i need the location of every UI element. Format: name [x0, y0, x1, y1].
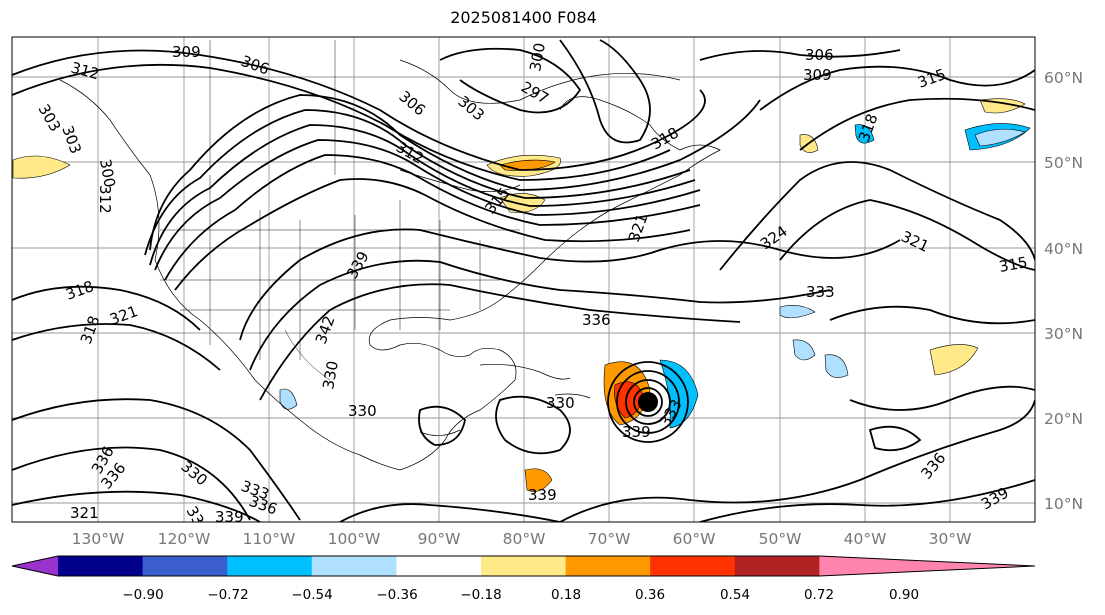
colorbar-tick-label: −0.72	[207, 587, 248, 603]
graticule	[12, 37, 1035, 522]
lon-label: 40°W	[844, 530, 887, 548]
colorbar-ticks: −0.90 −0.72 −0.54 −0.36 −0.18 0.18 0.36 …	[122, 587, 919, 603]
contour-label: 300	[96, 158, 119, 189]
map-frame	[11, 36, 1036, 523]
colorbar-tick-label: 0.54	[720, 587, 750, 603]
lon-label: 110°W	[243, 530, 296, 548]
contour-label: 330	[348, 402, 377, 420]
height-contours	[12, 39, 1035, 522]
lat-label: 20°N	[1044, 410, 1083, 428]
contour-label: 321	[70, 504, 99, 522]
contour-label: 309	[172, 43, 201, 61]
colorbar-segment	[650, 556, 736, 576]
colorbar-tick-label: −0.18	[460, 587, 501, 603]
storm-center-marker	[638, 392, 658, 412]
colorbar-outline	[11, 555, 1036, 577]
colorbar-tick-label: 0.72	[804, 587, 834, 603]
colorbar-tick-label: −0.54	[291, 587, 332, 603]
colorbar-tick-label: 0.36	[635, 587, 665, 603]
lat-label: 10°N	[1044, 495, 1083, 513]
lon-label: 130°W	[72, 530, 125, 548]
lat-label: 60°N	[1044, 69, 1083, 87]
contour-label: 309	[803, 66, 832, 84]
lon-label: 60°W	[673, 530, 716, 548]
lon-label: 90°W	[418, 530, 461, 548]
shaded-anomaly-field	[12, 98, 1031, 492]
latitude-labels: 60°N 50°N 40°N 30°N 20°N 10°N	[1044, 69, 1083, 513]
colorbar-tick-label: −0.90	[122, 587, 163, 603]
colorbar-segment	[396, 556, 482, 576]
colorbar-extend-low	[12, 556, 58, 576]
contour-label: 330	[319, 359, 342, 390]
colorbar-tick-label: −0.36	[376, 587, 417, 603]
lon-label: 30°W	[929, 530, 972, 548]
contour-label: 333	[806, 283, 835, 301]
colorbar-extend-high	[819, 556, 1035, 576]
map-panel: 309 312 306 306 303 297 300 306 309 315 …	[12, 37, 1035, 526]
contour-label: 339	[622, 423, 651, 441]
colorbar-segment	[58, 556, 144, 576]
contour-label: 336	[582, 311, 611, 329]
colorbar-segment	[311, 556, 397, 576]
contour-label: 312	[96, 185, 114, 214]
longitude-labels: 130°W 120°W 110°W 100°W 90°W 80°W 70°W 6…	[72, 530, 972, 548]
contour-label: 339	[215, 508, 244, 526]
map-title: 2025081400 F084	[450, 8, 597, 27]
contour-label: 339	[528, 486, 557, 504]
colorbar-segment	[565, 556, 651, 576]
colorbar-segment	[481, 556, 567, 576]
lat-label: 40°N	[1044, 240, 1083, 258]
lon-label: 100°W	[328, 530, 381, 548]
contour-label: 300	[526, 41, 549, 72]
colorbar-tick-label: 0.90	[889, 587, 919, 603]
lon-label: 70°W	[588, 530, 631, 548]
colorbar-segment	[227, 556, 313, 576]
colorbar-tick-label: 0.18	[551, 587, 581, 603]
lon-label: 80°W	[503, 530, 546, 548]
colorbar-segment	[734, 556, 820, 576]
lat-label: 30°N	[1044, 325, 1083, 343]
lat-label: 50°N	[1044, 154, 1083, 172]
colorbar-segment	[142, 556, 228, 576]
colorbar	[11, 555, 1036, 577]
contour-label: 315	[998, 253, 1029, 276]
contour-label: 306	[805, 46, 834, 64]
lon-label: 50°W	[759, 530, 802, 548]
lon-label: 120°W	[158, 530, 211, 548]
contour-label: 330	[546, 394, 575, 412]
